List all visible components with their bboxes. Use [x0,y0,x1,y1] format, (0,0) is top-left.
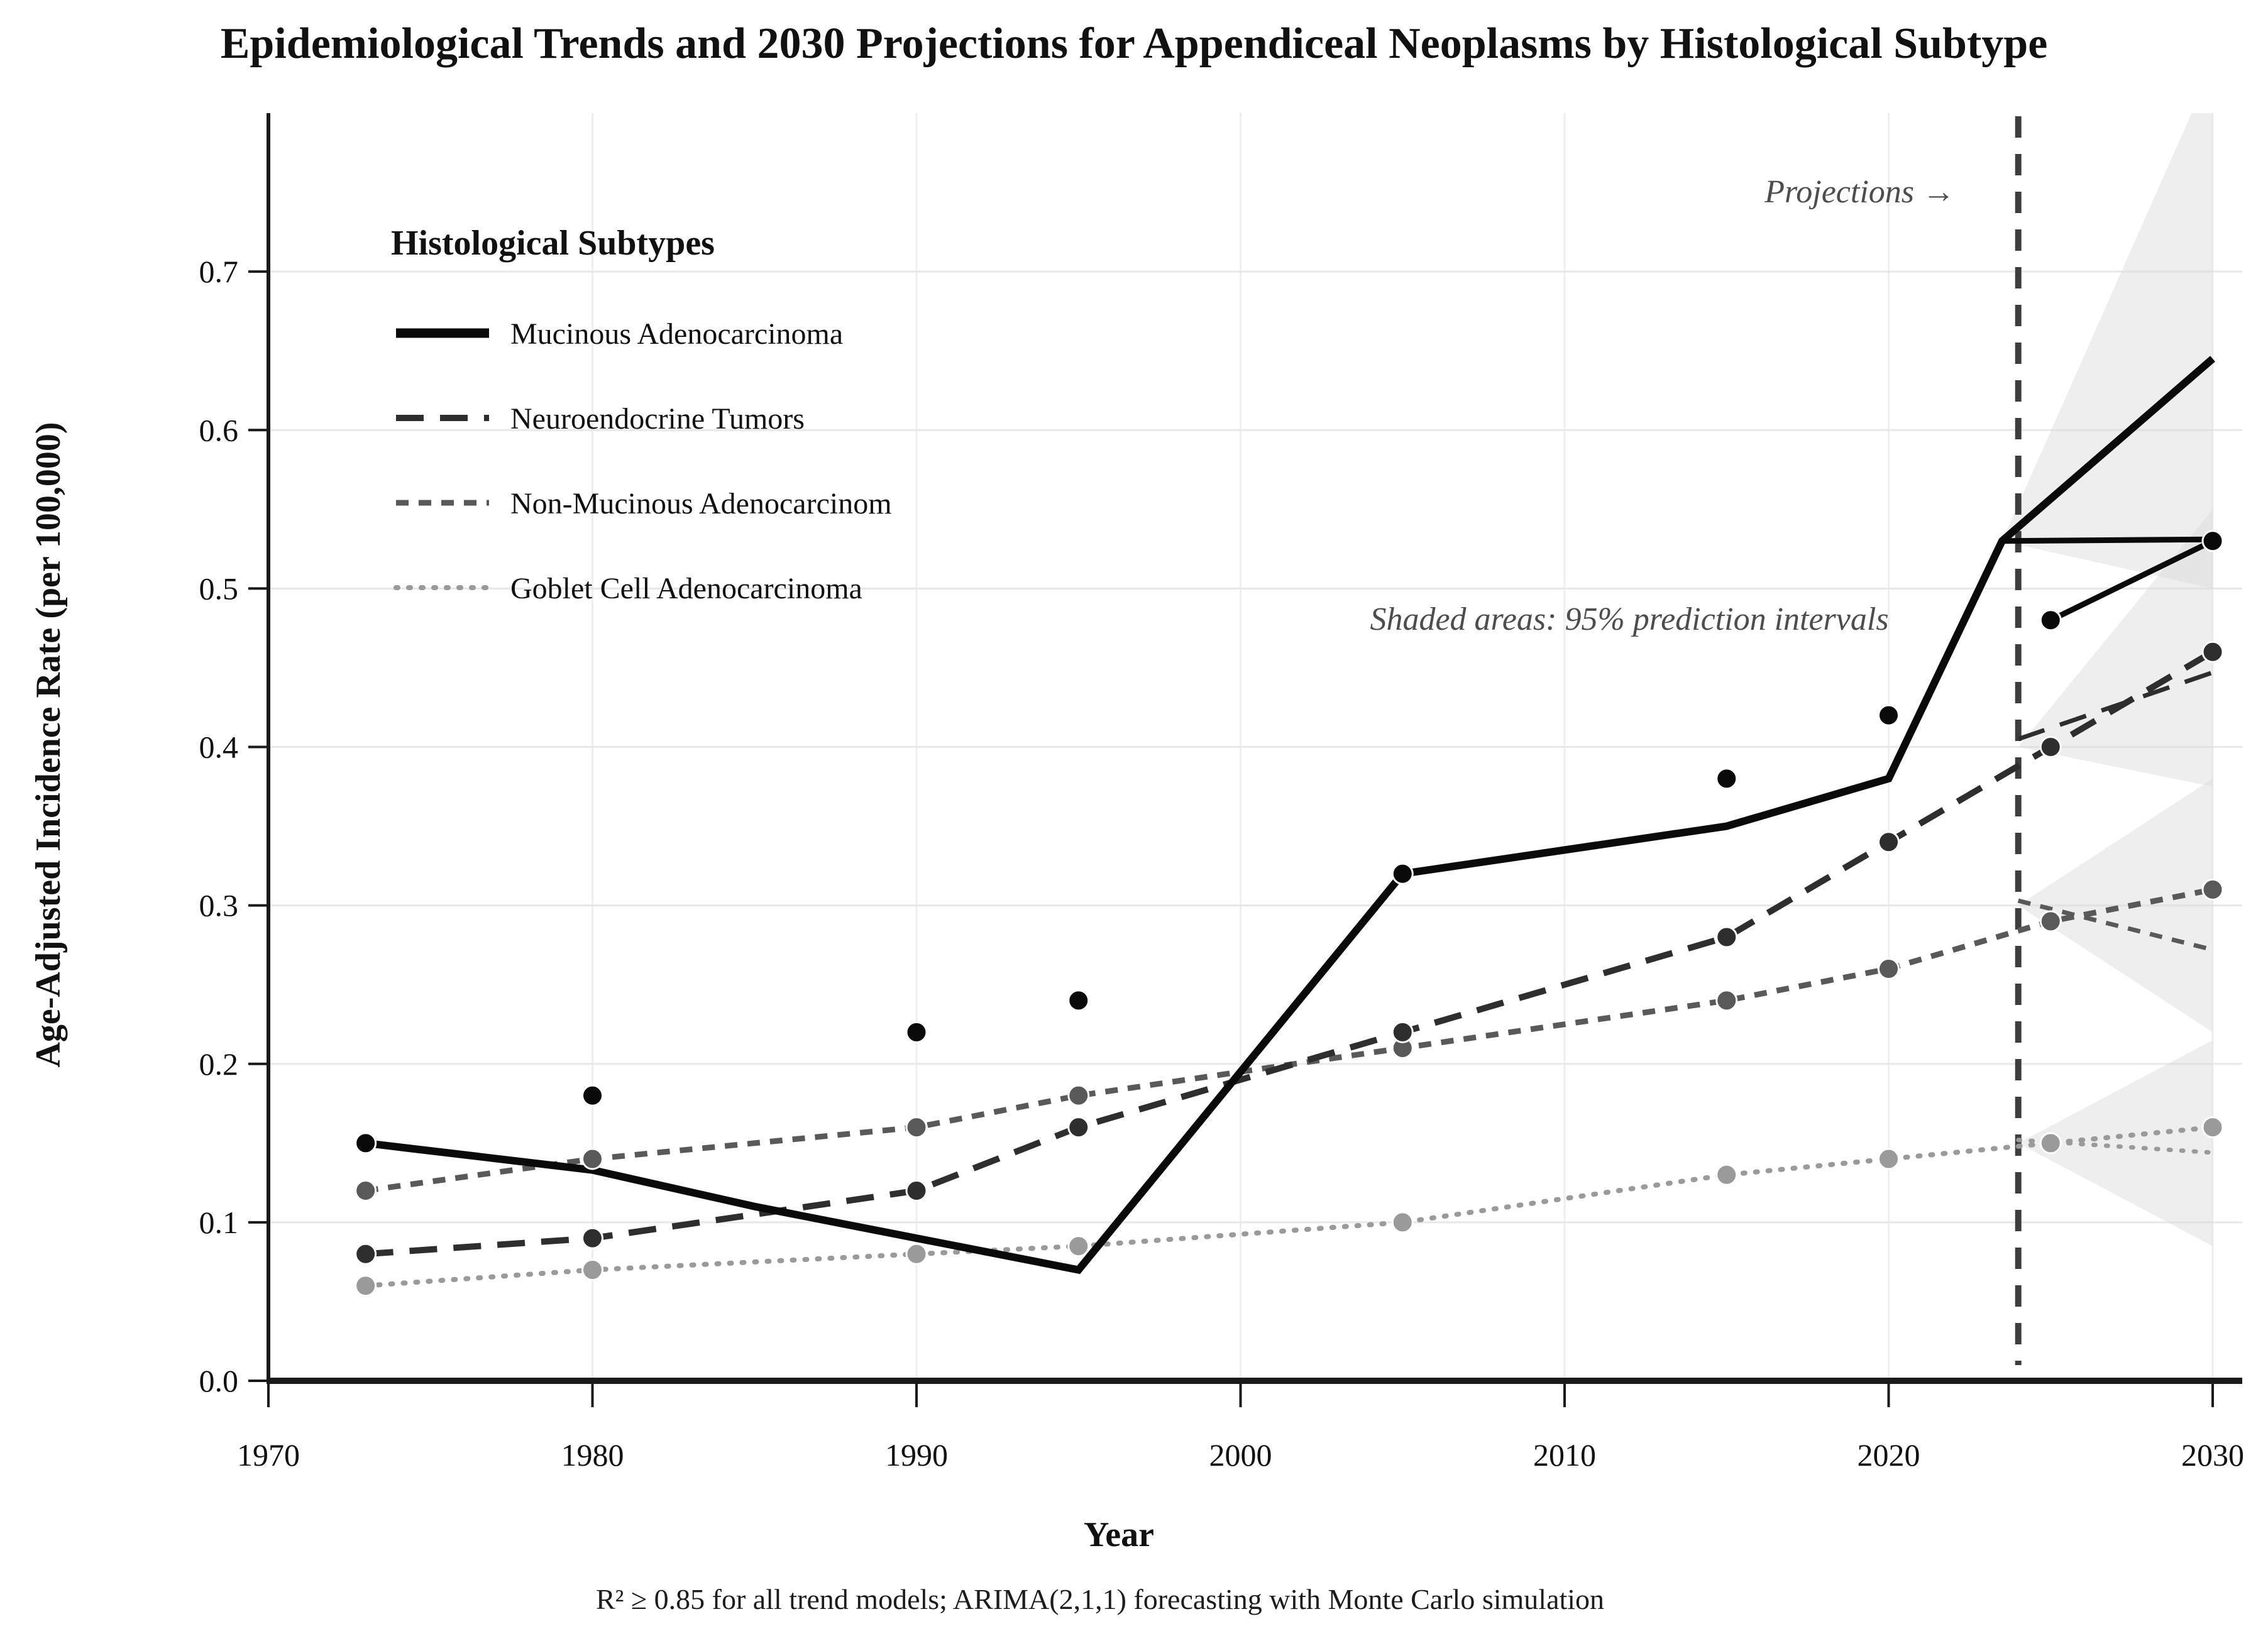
y-tick-label: 0.7 [199,254,239,289]
data-point-goblet-cell-adenocarcinoma [2039,1132,2062,1155]
data-point-neuroendocrine-tumors [1067,1116,1090,1139]
legend-label: Non-Mucinous Adenocarcinom [510,487,892,520]
data-point-mucinous-adenocarcinoma [1067,989,1090,1012]
legend-label: Mucinous Adenocarcinoma [510,317,843,351]
series-line-non-mucinous-adenocarcinom [365,886,2213,1194]
legend-label: Goblet Cell Adenocarcinoma [510,572,862,605]
data-point-neuroendocrine-tumors [581,1227,603,1249]
data-point-mucinous-adenocarcinoma [1391,862,1414,885]
data-point-goblet-cell-adenocarcinoma [1878,1148,1900,1170]
data-point-mucinous-adenocarcinoma [1715,767,1738,790]
data-point-mucinous-adenocarcinoma [355,1132,377,1155]
data-point-neuroendocrine-tumors [1878,831,1900,853]
projections-annotation: Projections → [1764,174,1955,210]
data-point-mucinous-adenocarcinoma [905,1021,928,1043]
data-point-goblet-cell-adenocarcinoma [581,1259,603,1282]
trend-branch-goblet-cell-adenocarcinoma [2016,1138,2215,1155]
legend-item: Mucinous Adenocarcinoma [396,317,843,351]
data-point-neuroendocrine-tumors [1715,926,1738,948]
data-point-goblet-cell-adenocarcinoma [1067,1235,1090,1258]
data-point-goblet-cell-adenocarcinoma [2201,1116,2224,1139]
legend: Histological Subtypes Mucinous Adenocarc… [391,224,892,605]
data-point-mucinous-adenocarcinoma [581,1084,603,1107]
x-tick-label: 2030 [2181,1437,2244,1473]
data-point-mucinous-adenocarcinoma [2039,609,2062,632]
data-point-mucinous-adenocarcinoma [2201,530,2224,552]
data-point-mucinous-adenocarcinoma [1878,704,1900,727]
data-point-non-mucinous-adenocarcinom [1715,989,1738,1012]
data-point-non-mucinous-adenocarcinom [1878,957,1900,980]
x-tick-label: 2020 [1858,1437,1920,1473]
y-axis-title: Age-Adjusted Incidence Rate (per 100,000… [29,422,68,1067]
series-line-mucinous-adenocarcinoma [365,356,2215,1275]
data-point-goblet-cell-adenocarcinoma [355,1275,377,1297]
x-axis-title: Year [1084,1515,1154,1554]
x-tick-label: 1980 [561,1437,624,1473]
data-point-neuroendocrine-tumors [905,1179,928,1202]
series-line-goblet-cell-adenocarcinoma [363,1124,2215,1288]
trend-branch-non-mucinous-adenocarcinom [2017,898,2213,952]
ci-region-mucinous-adenocarcinoma [2001,113,2213,589]
data-point-neuroendocrine-tumors [2039,736,2062,758]
projection-connector-mucinous-adenocarcinoma [2049,538,2214,623]
x-tick-label: 2010 [1533,1437,1596,1473]
y-tick-label: 0.2 [199,1046,239,1082]
chart-title: Epidemiological Trends and 2030 Projecti… [221,19,2048,68]
ci-region-neuroendocrine-tumors [2018,509,2213,787]
data-point-goblet-cell-adenocarcinoma [905,1243,928,1265]
y-tick-label: 0.4 [199,730,239,765]
footnote: R² ≥ 0.85 for all trend models; ARIMA(2,… [596,1583,1604,1615]
x-tick-label: 1990 [885,1437,948,1473]
legend-title: Histological Subtypes [391,224,715,263]
prediction-intervals [2001,113,2213,1246]
data-point-non-mucinous-adenocarcinom [1067,1084,1090,1107]
data-point-neuroendocrine-tumors [2201,640,2224,663]
ci-region-goblet-cell-adenocarcinoma [2018,1040,2213,1246]
y-tick-label: 0.1 [199,1205,239,1240]
y-tick-label: 0.5 [199,571,239,606]
legend-item: Goblet Cell Adenocarcinoma [394,572,862,605]
data-point-neuroendocrine-tumors [355,1243,377,1265]
shaded-areas-annotation: Shaded areas: 95% prediction intervals [1370,601,1888,637]
plot-area: 0.0 0.1 0.2 0.3 0.4 0.5 0.6 0.7 1970 1980 1990 2000… [199,113,2244,1473]
y-tick-label: 0.3 [199,888,239,923]
trend-branch-neuroendocrine-tumors [2017,670,2214,742]
trend-branch-mucinous-adenocarcinoma [2001,536,2213,544]
data-point-non-mucinous-adenocarcinom [2039,910,2062,933]
data-point-non-mucinous-adenocarcinom [905,1116,928,1139]
y-tick-label: 0.0 [199,1363,239,1398]
x-tick-label: 2000 [1209,1437,1272,1473]
data-point-goblet-cell-adenocarcinoma [1715,1163,1738,1186]
legend-items: Mucinous Adenocarcinoma Neuroendocrine Tu… [394,317,892,605]
data-point-non-mucinous-adenocarcinom [581,1148,603,1170]
ci-region-non-mucinous-adenocarcinom [2018,778,2213,1033]
legend-label: Neuroendocrine Tumors [510,402,805,436]
data-point-non-mucinous-adenocarcinom [2201,878,2224,901]
legend-item: Neuroendocrine Tumors [396,402,805,436]
x-tick-label: 1970 [237,1437,300,1473]
data-point-non-mucinous-adenocarcinom [355,1179,377,1202]
data-point-neuroendocrine-tumors [1391,1021,1414,1043]
legend-item: Non-Mucinous Adenocarcinom [396,487,892,520]
y-tick-label: 0.6 [199,412,239,447]
data-point-goblet-cell-adenocarcinoma [1391,1211,1414,1234]
